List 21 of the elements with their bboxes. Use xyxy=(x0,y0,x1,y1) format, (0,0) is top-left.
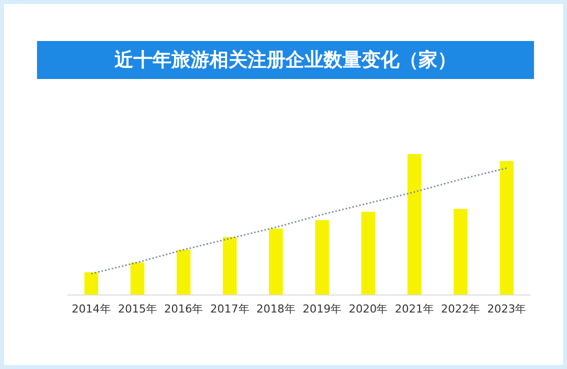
x-tick-label: 2023年 xyxy=(487,302,526,316)
x-tick-label: 2021年 xyxy=(394,302,434,316)
bar xyxy=(361,212,376,295)
x-tick-label: 2016年 xyxy=(164,302,204,316)
bar xyxy=(222,237,237,295)
bar xyxy=(407,154,422,295)
x-tick-label: 2020年 xyxy=(348,302,388,316)
bar xyxy=(268,228,283,295)
bar xyxy=(176,250,191,295)
bar xyxy=(500,161,514,295)
bar xyxy=(84,272,98,295)
bar xyxy=(454,208,468,295)
x-tick-label: 2017年 xyxy=(210,302,250,316)
x-tick-label: 2022年 xyxy=(441,302,480,316)
chart-title: 近十年旅游相关注册企业数量变化（家） xyxy=(37,41,534,79)
x-tick-label: 2015年 xyxy=(118,302,157,316)
bar xyxy=(315,220,330,295)
bar xyxy=(130,262,144,295)
x-tick-label: 2019年 xyxy=(302,302,342,316)
x-tick-label: 2014年 xyxy=(72,302,111,316)
x-tick-label: 2018年 xyxy=(256,302,296,316)
